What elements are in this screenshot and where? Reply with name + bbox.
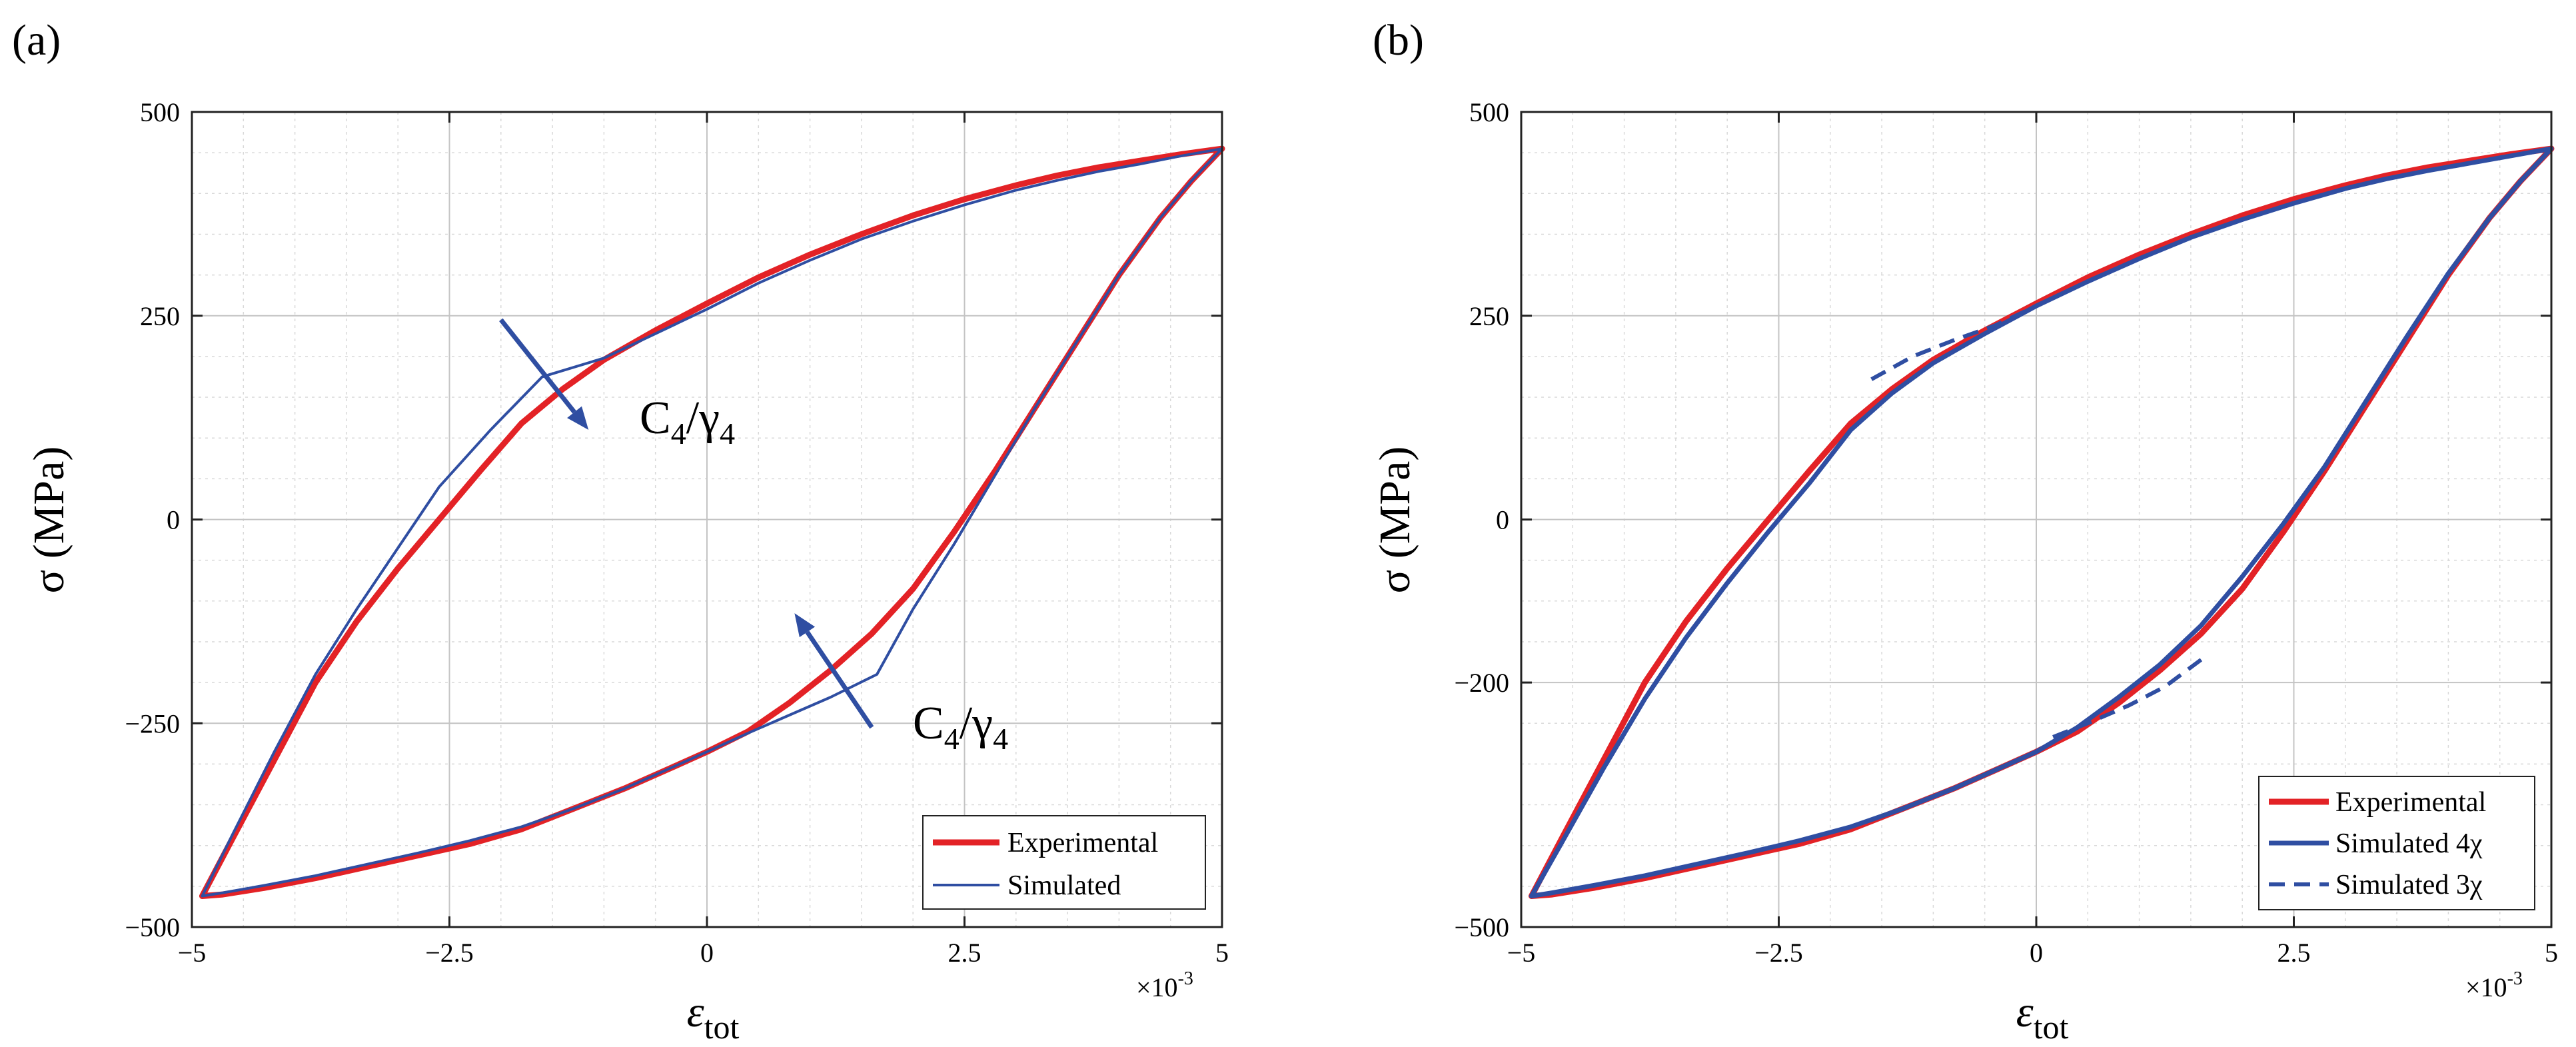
x-axis-label-a-symbol: ε	[687, 988, 704, 1036]
arrows-a	[499, 318, 874, 729]
y-tick-label: 0	[167, 505, 180, 535]
x-multiplier-a-base: ×10	[1136, 972, 1178, 1002]
annotation-arrow-shaft	[805, 630, 874, 729]
x-multiplier-a-exp: -3	[1178, 968, 1193, 989]
annotation-arrow-head	[567, 406, 589, 430]
annotation-c4-gamma4-lower: C4/γ4	[913, 698, 1008, 756]
y-axis-label-b: σ (MPa)	[1371, 447, 1419, 594]
y-tick-label: 250	[1469, 301, 1509, 331]
panel-label-a: (a)	[12, 16, 61, 65]
annotation-lower-sub1: 4	[944, 722, 960, 756]
legend-b: Experimental Simulated 4χ Simulated 3χ	[2258, 776, 2535, 910]
y-tick-label: 500	[1469, 97, 1509, 127]
x-tick-label: 2.5	[2277, 938, 2311, 968]
grid-a	[191, 111, 1223, 928]
series-group-b	[1528, 145, 2555, 900]
series-line-simulated-3	[1870, 304, 2038, 381]
annotation-lower-sub2: 4	[993, 722, 1008, 756]
series-line-simulated-3	[2046, 658, 2203, 742]
x-tick-label: 2.5	[948, 938, 981, 968]
y-axis-label-a: σ (MPa)	[25, 447, 73, 594]
annotation-arrow-head	[794, 613, 816, 638]
x-axis-label-b: εtot	[2016, 988, 2069, 1046]
y-tick-label: −500	[125, 912, 180, 942]
x-multiplier-b: ×10-3	[2465, 968, 2523, 1002]
legend-a: Experimental Simulated	[922, 815, 1206, 910]
y-tick-label: −500	[1454, 912, 1509, 942]
annotation-c4-gamma4-upper: C4/γ4	[640, 393, 735, 451]
annotation-lower-c: C	[913, 698, 944, 749]
series-line-simulated-4	[1529, 146, 2554, 899]
x-tick-label: 5	[2545, 938, 2558, 968]
x-tick-label: −2.5	[1754, 938, 1803, 968]
x-axis-label-a: εtot	[687, 988, 740, 1046]
legend-label-simulated-a: Simulated	[1007, 870, 1121, 901]
annotation-arrow-shaft	[499, 318, 576, 414]
y-tick-label: 250	[140, 301, 180, 331]
y-tick-label: −200	[1454, 668, 1509, 698]
x-multiplier-b-exp: -3	[2507, 968, 2523, 989]
annotation-upper-mid: /γ	[686, 393, 720, 444]
x-axis-label-b-symbol: ε	[2016, 988, 2034, 1036]
y-tick-label: −250	[125, 708, 180, 738]
series-line-experimental	[199, 145, 1225, 900]
legend-box-a	[922, 815, 1206, 910]
annotation-lower-mid: /γ	[960, 698, 993, 749]
legend-label-simulated-4chi: Simulated 4χ	[2335, 828, 2483, 859]
series-line-simulated	[201, 147, 1223, 898]
x-tick-label: 0	[700, 938, 714, 968]
annotation-upper-c: C	[640, 393, 671, 444]
annotation-upper-sub1: 4	[671, 417, 686, 451]
series-group-a	[199, 145, 1225, 900]
x-tick-label: −5	[178, 938, 207, 968]
legend-label-experimental-b: Experimental	[2335, 787, 2486, 818]
x-axis-label-b-sub: tot	[2034, 1008, 2069, 1046]
y-tick-label: 500	[140, 97, 180, 127]
x-tick-label: 0	[2030, 938, 2043, 968]
legend-label-simulated-3chi: Simulated 3χ	[2335, 870, 2483, 900]
x-axis-label-a-sub: tot	[704, 1008, 740, 1046]
x-tick-label: 5	[1215, 938, 1229, 968]
ticks-b: −5 −2.5 0 2.5 5 −500 −200 0 250 500	[1454, 97, 2558, 968]
x-multiplier-b-base: ×10	[2465, 972, 2507, 1002]
x-tick-label: −2.5	[425, 938, 474, 968]
legend-label-experimental-a: Experimental	[1007, 828, 1158, 858]
x-multiplier-a: ×10-3	[1136, 968, 1193, 1002]
x-tick-label: −5	[1507, 938, 1536, 968]
ticks-a: −5 −2.5 0 2.5 5 −500 −250 0 250 500	[125, 97, 1229, 968]
panel-b: (b) −5 −2.5 0 2.5 5 −500 −200 0 250 500 σ (MPa) ε…	[1371, 16, 2558, 1046]
panel-a: (a) −5 −2.5 0 2.5 5 −500 −250 0 250 500 σ (MPa) ε…	[12, 16, 1229, 1046]
panel-label-b: (b)	[1373, 16, 1424, 65]
y-tick-label: 0	[1496, 505, 1509, 535]
annotation-upper-sub2: 4	[720, 417, 735, 451]
